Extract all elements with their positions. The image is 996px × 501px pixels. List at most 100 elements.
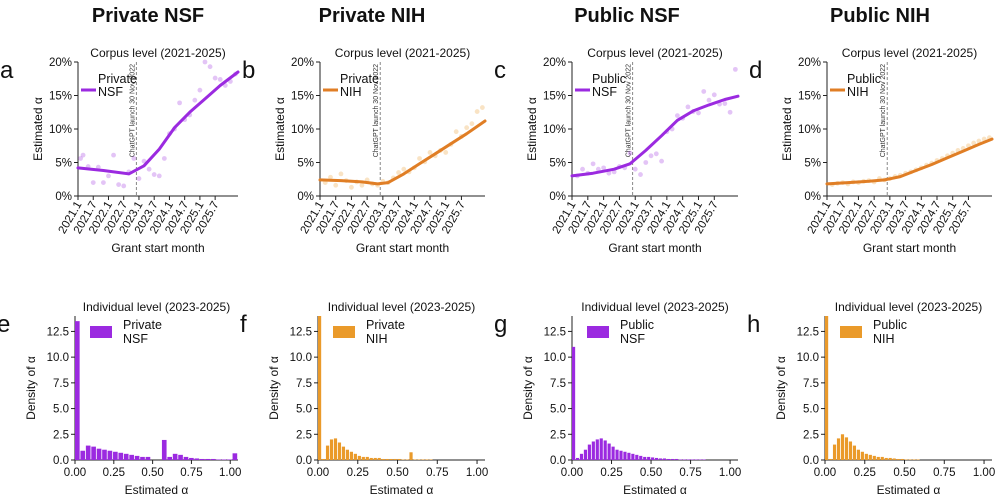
panel-subtitle: Individual level (2023-2025) [835, 300, 982, 314]
histogram-bar [611, 446, 615, 460]
y-tick-label: 7.5 [53, 378, 69, 390]
data-point [417, 156, 422, 161]
y-tick-label: 5.0 [803, 404, 819, 416]
panel-letter: b [242, 57, 255, 84]
y-tick-label: 0% [55, 191, 72, 203]
y-tick-label: 15% [798, 91, 821, 103]
histogram-bar [627, 452, 631, 460]
trend-line [318, 119, 487, 186]
histogram-bar [631, 453, 635, 460]
histogram-bar [145, 456, 151, 460]
histogram-bar [232, 453, 238, 460]
histogram-bar [860, 451, 864, 460]
data-point [701, 89, 707, 94]
histogram-bar [401, 459, 405, 460]
histogram-bar [872, 455, 876, 460]
histogram-bar [908, 459, 912, 460]
data-point [177, 100, 182, 106]
histogram-bar [892, 458, 896, 460]
y-tick-label: 0% [804, 191, 821, 203]
histogram-bar [353, 453, 357, 460]
chatgpt-launch-label: ChatGPT launch 30 Nov 2022 [880, 64, 887, 157]
panel-subtitle: Corpus level (2021-2025) [90, 46, 225, 60]
x-tick-label: 1.00 [219, 467, 241, 479]
y-tick-label: 12.5 [47, 326, 69, 338]
y-tick-label: 10% [798, 124, 821, 136]
data-point [90, 180, 96, 186]
y-tick-label: 20% [291, 57, 314, 69]
x-tick-label: 0.75 [426, 467, 448, 479]
histogram-bar [381, 458, 385, 460]
histogram-bar [337, 442, 342, 460]
histogram-bar [102, 449, 107, 460]
data-point [217, 77, 223, 82]
legend-label: NSF [620, 332, 645, 346]
histogram-bar [572, 346, 576, 460]
y-axis-label: Estimated α [273, 97, 287, 161]
data-point [722, 101, 728, 106]
y-axis-label: Density of α [521, 356, 535, 420]
y-tick-label: 5% [549, 158, 566, 170]
x-axis-label: Grant start month [863, 241, 956, 255]
y-tick-label: 0% [549, 191, 566, 203]
panel-letter: c [494, 57, 506, 84]
legend-label: Private [123, 318, 162, 332]
legend-label: Public [620, 318, 654, 332]
histogram-bar [896, 458, 900, 460]
histogram-bar [686, 459, 690, 460]
data-point [333, 182, 339, 188]
x-tick-label: 1.00 [719, 467, 741, 479]
data-point [349, 184, 354, 190]
x-tick-label: 0.75 [933, 467, 955, 479]
histogram-bar [85, 445, 91, 460]
x-tick-label: 0.25 [600, 467, 622, 479]
x-tick-label: 0.50 [893, 467, 915, 479]
data-point [632, 166, 638, 172]
histogram-bar [583, 449, 588, 460]
y-tick-label: 5.0 [296, 404, 312, 416]
data-point [971, 140, 977, 146]
x-tick-label: 0.50 [141, 467, 163, 479]
y-tick-label: 5.0 [53, 404, 69, 416]
y-tick-label: 5% [55, 158, 72, 170]
data-point [627, 150, 633, 156]
data-point [202, 59, 208, 65]
legend-label: Public [847, 72, 881, 86]
x-axis-label: Estimated α [125, 483, 189, 497]
column-title-private-nih: Private NIH [319, 5, 426, 27]
y-tick-label: 2.5 [803, 429, 819, 441]
histogram-bar [318, 316, 322, 460]
histogram-bar [912, 459, 916, 460]
histogram-bar [107, 450, 113, 460]
histogram-bar [844, 437, 849, 460]
x-axis-label: Grant start month [608, 241, 701, 255]
data-point [659, 158, 664, 164]
histogram-bar [848, 441, 853, 460]
y-tick-label: 2.5 [53, 429, 69, 441]
legend-label: NIH [340, 85, 362, 99]
histogram-bar [658, 458, 663, 460]
y-tick-label: 10% [543, 124, 566, 136]
histogram-bar [852, 445, 857, 460]
histogram-bar [868, 454, 872, 460]
x-tick-label: 0.00 [64, 467, 86, 479]
histogram-bar [698, 459, 702, 460]
column-title-public-nsf: Public NSF [574, 5, 680, 27]
histogram-bar [678, 459, 682, 460]
legend-swatch [333, 326, 355, 338]
trend-line [825, 137, 994, 186]
y-tick-label: 7.5 [550, 378, 566, 390]
histogram-bar [365, 456, 369, 460]
histogram-bar [345, 449, 350, 460]
x-tick-label: 0.25 [854, 467, 876, 479]
y-tick-label: 0.0 [550, 455, 566, 467]
x-tick-label: 0.75 [180, 467, 202, 479]
data-point [732, 66, 738, 72]
histogram-bar [321, 458, 326, 460]
histogram-bar [199, 458, 205, 460]
y-tick-label: 20% [49, 57, 72, 69]
histogram-bar [666, 458, 671, 460]
